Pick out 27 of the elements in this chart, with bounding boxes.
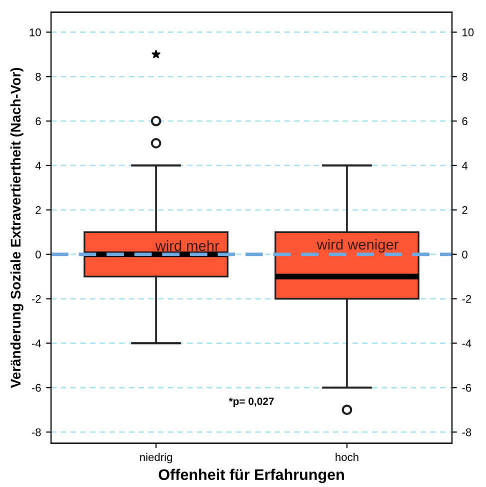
y2-tick-label: -6 (462, 384, 472, 392)
y-tick-label: -8 (32, 428, 41, 436)
y-tick-label: 6 (36, 117, 41, 126)
x-tick-label: hoch (336, 452, 358, 462)
y-tick-label: -2 (32, 295, 41, 303)
y-axis-title: Veränderung Soziale Extravertiertheit (Nach-Vor) (10, 68, 24, 388)
annotation: wird weniger (316, 238, 398, 253)
y2-tick-label: -8 (462, 428, 472, 436)
y2-tick-label: 8 (462, 72, 468, 81)
y2-tick-label: 2 (462, 206, 468, 214)
y-tick-label: 2 (36, 206, 41, 214)
y-tick-label: -4 (32, 340, 41, 348)
annotation: *p= 0,027 (228, 398, 274, 408)
y-tick-label: 10 (30, 28, 41, 36)
y2-tick-label: 0 (462, 250, 468, 258)
y2-tick-label: 6 (462, 117, 468, 126)
y-tick-label: 4 (35, 162, 41, 170)
y2-tick-label: 10 (462, 28, 474, 36)
y2-tick-label: -2 (462, 295, 472, 303)
y-tick-label: -6 (32, 384, 41, 392)
y-tick-label: 0 (36, 250, 41, 258)
y2-tick-label: -4 (462, 340, 472, 348)
x-axis-title: Offenheit für Erfahrungen (158, 468, 344, 484)
x-tick-label: niedrig (140, 452, 172, 464)
y2-tick-label: 4 (462, 162, 468, 170)
y-tick-label: 8 (36, 72, 41, 81)
annotation: wird mehr (155, 240, 220, 251)
